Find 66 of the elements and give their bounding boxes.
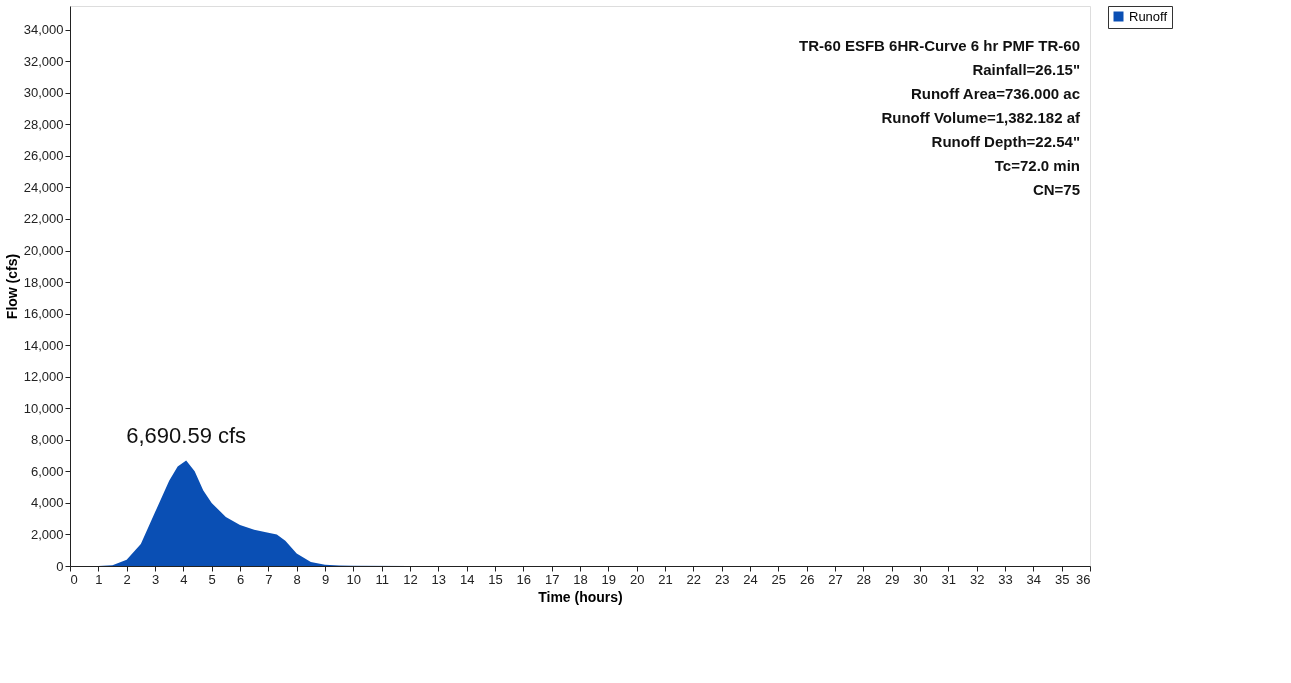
x-tick-label: 1: [95, 571, 103, 587]
x-tick-label: 9: [321, 571, 330, 587]
x-tick-label: 5: [208, 571, 216, 587]
x-tick-label: 23: [714, 571, 730, 587]
x-tick-label: 14: [459, 571, 475, 587]
x-tick-label: 2: [123, 571, 131, 587]
annotation: 6,690.59 cfs: [126, 423, 247, 449]
x-tick-label: 20: [629, 571, 645, 587]
legend-label: Runoff: [1129, 8, 1168, 24]
x-tick-label: 19: [601, 571, 617, 587]
x-tick-label: 21: [658, 571, 673, 587]
x-tick-label: 31: [941, 571, 957, 587]
y-tick-label: 28,000: [23, 116, 64, 132]
annotation: Runoff Depth=22.54": [931, 133, 1080, 150]
x-tick-label: 33: [998, 571, 1013, 587]
x-tick-label: 26: [799, 571, 815, 587]
y-tick-label: 10,000: [23, 400, 64, 416]
x-tick-label: 0: [70, 571, 78, 587]
y-tick-label: 2,000: [30, 526, 64, 542]
y-tick-label: 8,000: [30, 432, 64, 448]
annotation: Rainfall=26.15": [972, 61, 1080, 78]
y-tick-label: 0: [56, 558, 64, 574]
y-tick-label: 14,000: [23, 337, 64, 353]
y-axis-title: Flow (cfs): [3, 253, 20, 320]
annotation: Runoff Volume=1,382.182 af: [881, 109, 1081, 126]
x-tick-label: 32: [969, 571, 985, 587]
x-tick-label: 16: [516, 571, 532, 587]
x-tick-label: 35: [1054, 571, 1070, 587]
x-tick-label: 10: [346, 571, 362, 587]
y-tick-label: 4,000: [30, 495, 64, 511]
x-tick-label: 17: [544, 571, 560, 587]
y-tick-label: 6,000: [30, 463, 64, 479]
annotation: Tc=72.0 min: [994, 157, 1080, 174]
annotation: Runoff Area=736.000 ac: [910, 85, 1080, 102]
x-tick-label: 12: [403, 571, 418, 587]
y-tick-label: 32,000: [23, 53, 64, 69]
x-tick-label: 34: [1026, 571, 1042, 587]
y-tick-label: 30,000: [23, 85, 64, 101]
x-tick-label: 13: [431, 571, 447, 587]
x-tick-label: 4: [180, 571, 188, 587]
x-tick-label: 8: [293, 571, 301, 587]
annotation: CN=75: [1032, 181, 1080, 198]
y-tick-label: 20,000: [23, 243, 64, 259]
x-tick-label: 28: [856, 571, 872, 587]
x-tick-label: 24: [743, 571, 758, 587]
x-tick-label: 18: [573, 571, 588, 587]
x-tick-label: 22: [686, 571, 702, 587]
x-axis-title: Time (hours): [538, 588, 623, 605]
y-tick-label: 16,000: [23, 306, 64, 322]
y-tick-label: 34,000: [23, 22, 64, 38]
x-tick-label: 36: [1076, 571, 1091, 587]
x-tick-label: 3: [151, 571, 160, 587]
x-tick-label: 25: [771, 571, 787, 587]
x-tick-label: 7: [265, 571, 273, 587]
x-tick-label: 30: [913, 571, 928, 587]
y-tick-label: 26,000: [23, 148, 64, 164]
y-tick-label: 22,000: [23, 211, 64, 227]
y-tick-label: 24,000: [23, 179, 64, 195]
x-tick-label: 27: [828, 571, 843, 587]
x-tick-label: 11: [375, 571, 389, 587]
x-tick-label: 15: [488, 571, 503, 587]
x-tick-label: 6: [236, 571, 245, 587]
annotation: TR-60 ESFB 6HR-Curve 6 hr PMF TR-60: [799, 37, 1080, 54]
x-tick-label: 29: [884, 571, 900, 587]
y-tick-label: 18,000: [23, 274, 64, 290]
y-tick-label: 12,000: [23, 369, 64, 385]
